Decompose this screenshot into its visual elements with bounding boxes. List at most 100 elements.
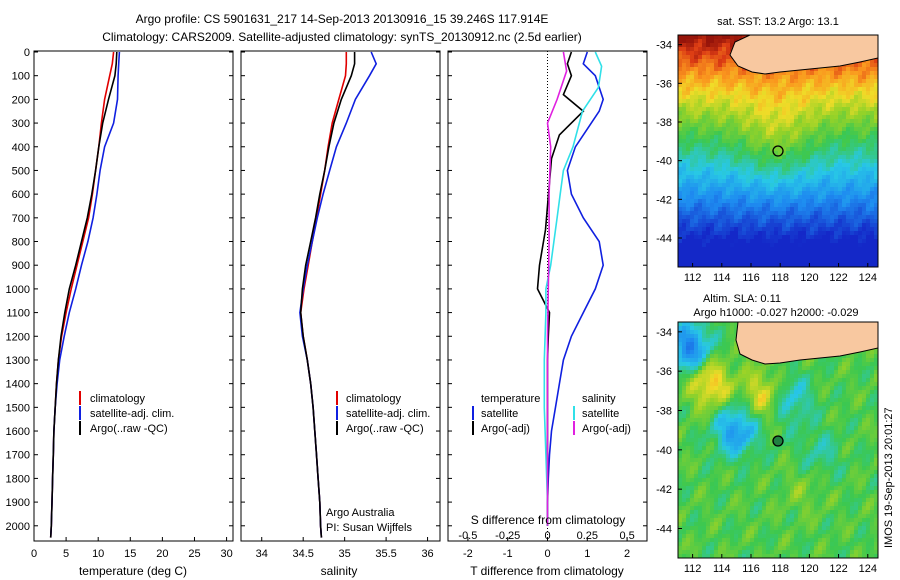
- map-cell: [782, 422, 786, 426]
- map-cell: [678, 167, 682, 171]
- map-cell: [714, 434, 718, 438]
- map-cell: [746, 243, 750, 247]
- map-cell: [846, 167, 850, 171]
- map-cell: [770, 191, 774, 195]
- map-cell: [822, 67, 826, 71]
- map-cell: [874, 207, 878, 211]
- map-cell: [814, 199, 818, 203]
- map-cell: [858, 442, 862, 446]
- map-cell: [722, 259, 726, 263]
- map-cell: [830, 378, 834, 382]
- map-cell: [798, 187, 802, 191]
- map-cell: [842, 119, 846, 123]
- map-cell: [826, 131, 830, 135]
- map-cell: [858, 231, 862, 235]
- map-cell: [802, 183, 806, 187]
- map-cell: [730, 63, 734, 67]
- map-cell: [742, 446, 746, 450]
- map-cell: [834, 151, 838, 155]
- map-cell: [754, 199, 758, 203]
- map-cell: [782, 139, 786, 143]
- map-cell: [818, 195, 822, 199]
- map-cell: [750, 426, 754, 430]
- map-cell: [862, 358, 866, 362]
- map-cell: [770, 382, 774, 386]
- map-cell: [842, 195, 846, 199]
- map-cell: [746, 390, 750, 394]
- map-cell: [814, 111, 818, 115]
- map-cell: [690, 346, 694, 350]
- map-cell: [786, 187, 790, 191]
- map-cell: [818, 438, 822, 442]
- map-cell: [770, 219, 774, 223]
- map-cell: [858, 71, 862, 75]
- map-cell: [730, 362, 734, 366]
- map-cell: [782, 398, 786, 402]
- map-cell: [722, 231, 726, 235]
- map-cell: [694, 87, 698, 91]
- map-cell: [698, 147, 702, 151]
- map-cell: [694, 418, 698, 422]
- map-cell: [870, 107, 874, 111]
- map-cell: [862, 382, 866, 386]
- map-cell: [758, 87, 762, 91]
- map-cell: [802, 155, 806, 159]
- map-cell: [678, 438, 682, 442]
- map-cell: [762, 442, 766, 446]
- map-cell: [706, 402, 710, 406]
- map-cell: [786, 219, 790, 223]
- map-cell: [838, 143, 842, 147]
- map-cell: [822, 378, 826, 382]
- map-cell: [726, 207, 730, 211]
- map-cell: [862, 115, 866, 119]
- map-cell: [722, 163, 726, 167]
- map-cell: [702, 330, 706, 334]
- map-cell: [874, 123, 878, 127]
- map-cell: [838, 414, 842, 418]
- map-cell: [818, 123, 822, 127]
- map-cell: [690, 123, 694, 127]
- map-cell: [802, 171, 806, 175]
- map-cell: [806, 203, 810, 207]
- map-cell: [686, 51, 690, 55]
- map-cell: [742, 167, 746, 171]
- map-cell: [702, 390, 706, 394]
- map-cell: [758, 370, 762, 374]
- map-cell: [722, 151, 726, 155]
- depth-tick-label: 0: [24, 47, 30, 59]
- map-cell: [866, 155, 870, 159]
- map-cell: [706, 251, 710, 255]
- map-cell: [786, 171, 790, 175]
- map-cell: [766, 442, 770, 446]
- map-cell: [750, 111, 754, 115]
- map-cell: [690, 147, 694, 151]
- map-cell: [754, 75, 758, 79]
- map-cell: [726, 422, 730, 426]
- map-cell: [870, 87, 874, 91]
- map-cell: [734, 322, 738, 326]
- map-cell: [874, 103, 878, 107]
- map-cell: [818, 75, 822, 79]
- map-cell: [762, 179, 766, 183]
- map-cell: [754, 143, 758, 147]
- map-cell: [710, 131, 714, 135]
- map-cell: [742, 211, 746, 215]
- map-cell: [726, 374, 730, 378]
- map-cell: [694, 330, 698, 334]
- map-cell: [794, 386, 798, 390]
- map-cell: [874, 454, 878, 458]
- map-cell: [678, 67, 682, 71]
- map-cell: [738, 71, 742, 75]
- map-cell: [758, 366, 762, 370]
- map-cell: [702, 163, 706, 167]
- map-cell: [742, 171, 746, 175]
- map-cell: [694, 167, 698, 171]
- map-cell: [814, 243, 818, 247]
- map-cell: [826, 175, 830, 179]
- map-cell: [818, 430, 822, 434]
- map-cell: [870, 219, 874, 223]
- map-cell: [774, 215, 778, 219]
- x-tick-label: 34: [256, 548, 268, 560]
- map-cell: [782, 450, 786, 454]
- map-cell: [686, 71, 690, 75]
